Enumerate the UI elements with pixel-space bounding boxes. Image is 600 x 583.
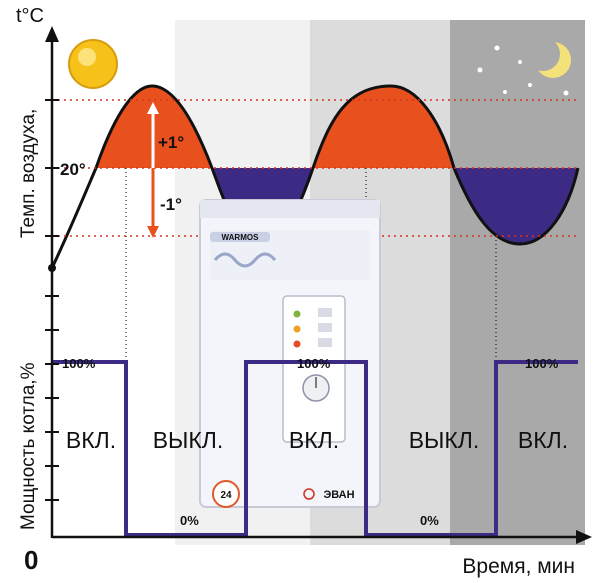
cooling-area-2 bbox=[454, 168, 578, 244]
power-on-label-1: 100% bbox=[62, 356, 96, 371]
y-axis bbox=[45, 26, 59, 538]
temp-axis-label: Темп. воздуха, bbox=[18, 109, 39, 238]
origin-label: 0 bbox=[24, 545, 38, 575]
phase-label-1: ВКЛ. bbox=[66, 427, 116, 453]
boiler-image: WARMOS 24 ЭВАН bbox=[199, 199, 381, 508]
phase-label-2: ВЫКЛ. bbox=[153, 427, 224, 453]
indicator-amber bbox=[293, 325, 301, 333]
warranty-sticker-text: 24 bbox=[220, 490, 232, 501]
phase-label-4: ВЫКЛ. bbox=[409, 427, 480, 453]
minus-one-arrow bbox=[147, 168, 159, 238]
plus-one-arrow bbox=[147, 102, 159, 168]
power-on-label-3: 100% bbox=[525, 356, 559, 371]
warranty-sticker bbox=[212, 480, 240, 508]
control-panel bbox=[282, 295, 346, 443]
phase-label-5: ВКЛ. bbox=[518, 427, 568, 453]
stars-icon bbox=[477, 45, 569, 96]
maker-logo-icon bbox=[303, 488, 315, 500]
heating-area-2 bbox=[313, 86, 454, 168]
power-off-label-1: 0% bbox=[180, 513, 199, 528]
setpoint-label: 20° bbox=[60, 160, 86, 179]
band-dark bbox=[450, 20, 585, 545]
maker-name: ЭВАН bbox=[323, 489, 354, 501]
x-axis-label: Время, мин bbox=[462, 555, 575, 578]
moon-icon bbox=[526, 37, 571, 78]
brand-badge bbox=[210, 232, 270, 242]
power-off-label-2: 0% bbox=[420, 513, 439, 528]
phase-label-3: ВКЛ. bbox=[289, 427, 339, 453]
upper-delta-label: +1° bbox=[158, 133, 184, 152]
x-axis bbox=[52, 530, 592, 544]
lower-delta-label: -1° bbox=[160, 195, 182, 214]
indicator-red bbox=[293, 340, 301, 348]
sun-icon bbox=[68, 39, 118, 89]
power-on-label-2: 100% bbox=[297, 356, 331, 371]
power-axis-label: Мощность котла,% bbox=[18, 362, 39, 530]
power-line bbox=[52, 360, 578, 537]
brand-badge-text: WARMOS bbox=[222, 233, 260, 242]
indicator-green bbox=[293, 310, 301, 318]
y-axis-unit: t°C bbox=[16, 5, 44, 27]
